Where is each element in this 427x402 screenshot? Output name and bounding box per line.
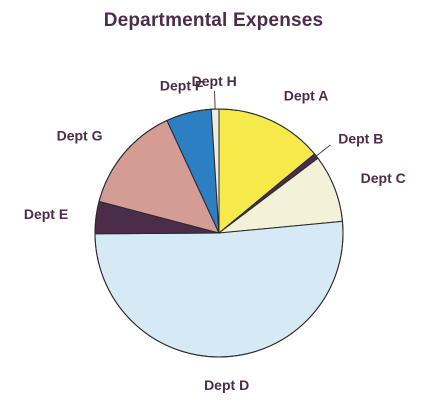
slice-label-dept-f: Dept F [160, 78, 204, 94]
slice-label-dept-c: Dept C [361, 170, 406, 186]
pie-outline [94, 108, 344, 358]
slice-label-dept-d: Dept D [204, 377, 249, 393]
slice-label-dept-b: Dept B [338, 131, 383, 147]
slice-label-dept-a: Dept A [284, 87, 329, 103]
pie-slice-dept-d [94, 220, 344, 358]
slice-label-dept-g: Dept G [57, 127, 103, 143]
leader-line-dept-h [214, 91, 216, 110]
slice-label-dept-h: Dept H [192, 73, 237, 89]
leader-line-dept-b [315, 144, 331, 157]
slice-label-dept-e: Dept E [24, 206, 68, 222]
chart-title: Departmental Expenses [103, 10, 324, 31]
